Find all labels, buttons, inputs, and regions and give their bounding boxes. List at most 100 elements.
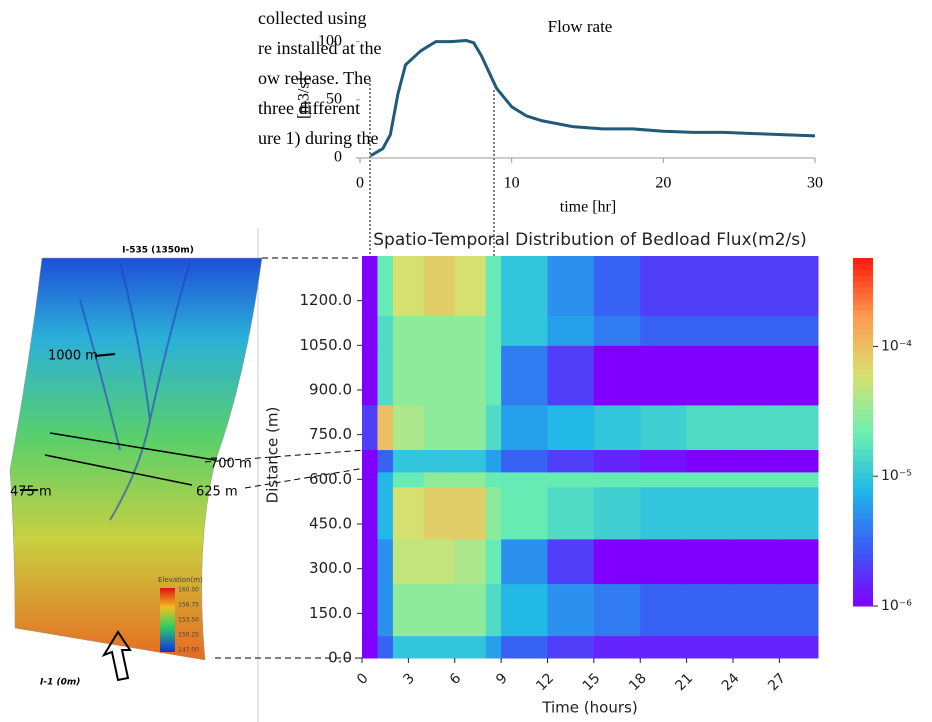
- colorbar-segment: [853, 362, 873, 368]
- heatmap-cell: [455, 316, 486, 346]
- colorbar-segment: [853, 293, 873, 299]
- heatmap-cell: [687, 405, 734, 450]
- heatmap-cell: [594, 450, 641, 473]
- heatmap-cell: [547, 345, 594, 405]
- heatmap-cell: [640, 450, 687, 473]
- heatmap-cell: [779, 539, 818, 584]
- heatmap-cell: [733, 472, 780, 487]
- colorbar-segment: [853, 328, 873, 334]
- text-line: ow release. The: [258, 68, 371, 88]
- heatmap-cell: [377, 472, 393, 487]
- heatmap-cell: [486, 487, 502, 540]
- colorbar-segment: [853, 420, 873, 426]
- map-label: I-1 (0m): [40, 678, 80, 688]
- colorbar-segment: [853, 467, 873, 473]
- heatmap-cell: [779, 584, 818, 637]
- chart-title: Spatio-Temporal Distribution of Bedload …: [373, 230, 807, 250]
- text-line: collected using: [258, 8, 366, 28]
- colorbar-segment: [853, 304, 873, 310]
- y-axis-label: [m3/s]: [296, 77, 313, 119]
- heatmap-cell: [547, 316, 594, 346]
- heatmap-cell: [501, 405, 548, 450]
- heatmap-cell: [733, 405, 780, 450]
- heatmap-cell: [594, 584, 641, 637]
- heatmap-cell: [393, 256, 424, 316]
- heatmap-cell: [362, 584, 378, 637]
- heatmap-cell: [486, 584, 502, 637]
- colorbar-segment: [853, 322, 873, 328]
- heatmap-cell: [377, 487, 393, 540]
- text-line: ure 1) during the: [258, 128, 378, 149]
- y-tick-label: 100: [318, 32, 342, 49]
- colorbar-tick-label: 10⁻⁴: [881, 338, 912, 354]
- y-tick-label: 0: [334, 149, 342, 166]
- heatmap-cell: [424, 636, 455, 659]
- figure: collected using re installed at the ow r…: [0, 0, 932, 722]
- heatmap-cell: [733, 636, 780, 659]
- heatmap-cell: [362, 487, 378, 540]
- heatmap-cell: [377, 256, 393, 316]
- colorbar-segment: [853, 519, 873, 525]
- heatmap-cell: [501, 450, 548, 473]
- map-label: 475 m: [10, 485, 52, 500]
- heatmap-cell: [501, 636, 548, 659]
- heatmap-cell: [594, 345, 641, 405]
- heatmap-cell: [687, 539, 734, 584]
- x-tick-label: 24: [719, 670, 743, 694]
- colorbar-segment: [853, 299, 873, 305]
- legend-value: 147.00: [178, 647, 199, 654]
- heatmap-cell: [733, 584, 780, 637]
- colorbar-segment: [853, 531, 873, 537]
- colorbar-segment: [853, 310, 873, 316]
- heatmap-cell: [687, 636, 734, 659]
- heatmap-cell: [393, 539, 424, 584]
- colorbar-segment: [853, 316, 873, 322]
- heatmap-cell: [640, 539, 687, 584]
- heatmap-cell: [779, 345, 818, 405]
- heatmap-cell: [733, 316, 780, 346]
- colorbar-segment: [853, 589, 873, 595]
- colorbar-segment: [853, 275, 873, 281]
- heatmap-cell: [393, 345, 424, 405]
- heatmap-cell: [501, 256, 548, 316]
- heatmap-cell: [424, 450, 455, 473]
- heatmap-cell: [486, 450, 502, 473]
- heatmap-cell: [687, 345, 734, 405]
- x-tick-label: 18: [626, 670, 650, 694]
- heatmap-cell: [362, 256, 378, 316]
- y-tick-label: 150.0: [309, 604, 352, 622]
- map: I-535 (1350m) 1000 m 700 m 625 m 475 m I…: [10, 246, 262, 688]
- heatmap-cell: [424, 539, 455, 584]
- colorbar-segment: [853, 270, 873, 276]
- heatmap-cell: [455, 405, 486, 450]
- heatmap-cell: [486, 539, 502, 584]
- text-block: collected using re installed at the ow r…: [258, 8, 381, 149]
- colorbar-segment: [853, 438, 873, 444]
- colorbar-segment: [853, 339, 873, 345]
- x-tick-label: 0: [354, 670, 372, 688]
- heatmap-cell: [594, 405, 641, 450]
- heatmap-cell: [687, 584, 734, 637]
- x-tick-label: 27: [765, 670, 789, 694]
- heatmap-cell: [424, 487, 455, 540]
- heatmap-cell: [377, 405, 393, 450]
- heatmap-cell: [594, 316, 641, 346]
- heatmap-cell: [733, 487, 780, 540]
- colorbar-segment: [853, 548, 873, 554]
- y-tick-label: 900.0: [309, 381, 352, 399]
- heatmap-cell: [687, 316, 734, 346]
- colorbar-segment: [853, 536, 873, 542]
- heatmap-cell: [640, 316, 687, 346]
- colorbar-segment: [853, 374, 873, 380]
- colorbar-segment: [853, 333, 873, 339]
- heatmap-cell: [455, 256, 486, 316]
- heatmap-cell: [393, 450, 424, 473]
- heatmap-cell: [640, 405, 687, 450]
- colorbar-segment: [853, 461, 873, 467]
- y-tick-label: 600.0: [309, 470, 352, 488]
- heatmap-cell: [640, 487, 687, 540]
- y-tick-label: 50: [326, 90, 342, 107]
- heatmap-cell: [377, 636, 393, 659]
- heatmap-cell: [547, 472, 594, 487]
- heatmap-cell: [733, 539, 780, 584]
